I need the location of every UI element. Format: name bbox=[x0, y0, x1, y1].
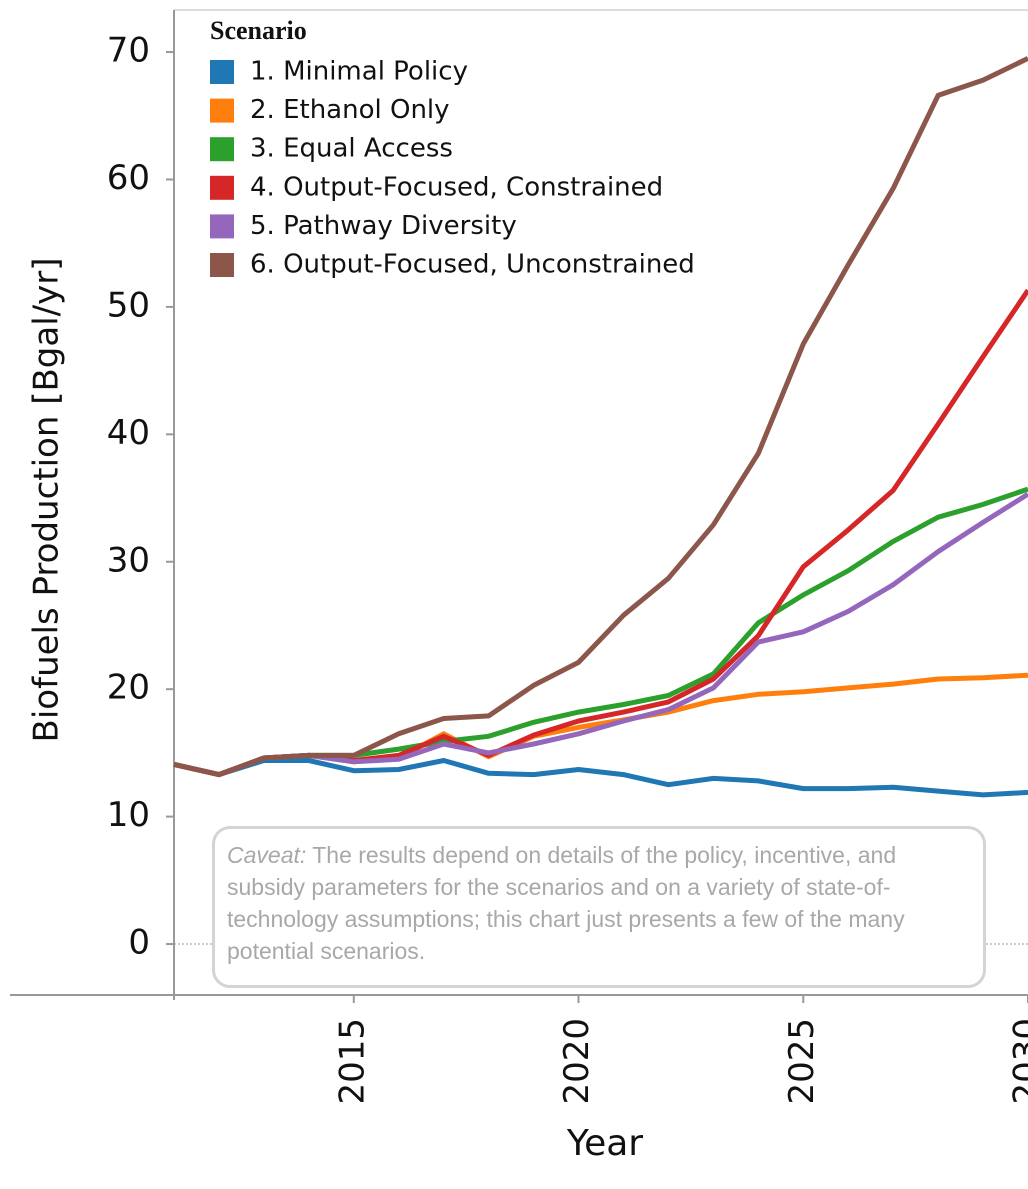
caveat-label: Caveat: bbox=[227, 842, 307, 868]
caveat-text: The results depend on details of the pol… bbox=[227, 842, 905, 964]
y-tick-label: 40 bbox=[107, 413, 150, 453]
y-tick-label: 10 bbox=[107, 795, 150, 835]
y-axis-label: Biofuels Production [Bgal/yr] bbox=[27, 258, 67, 743]
y-tick-label: 70 bbox=[107, 31, 150, 71]
x-tick-label: 2030 bbox=[1007, 1018, 1028, 1105]
x-axis-label: Year bbox=[566, 1123, 643, 1164]
legend-swatch bbox=[210, 60, 234, 84]
legend-label: 6. Output-Focused, Unconstrained bbox=[250, 250, 695, 280]
x-tick-label: 2025 bbox=[782, 1018, 822, 1105]
legend-label: 2. Ethanol Only bbox=[250, 95, 450, 125]
legend-swatch bbox=[210, 98, 234, 123]
y-tick-label: 30 bbox=[107, 540, 150, 580]
x-tick-label: 2020 bbox=[557, 1018, 597, 1105]
legend-swatch bbox=[210, 175, 234, 200]
legend-label: 4. Output-Focused, Constrained bbox=[250, 172, 663, 202]
x-tick-label: 2015 bbox=[332, 1018, 372, 1105]
series-line bbox=[173, 486, 1028, 778]
legend-swatch bbox=[210, 137, 234, 162]
y-tick-label: 20 bbox=[107, 668, 150, 708]
series-line bbox=[173, 56, 1028, 778]
caveat-box: Caveat: The results depend on details of… bbox=[212, 826, 986, 988]
series-line bbox=[173, 758, 1028, 798]
legend-label: 5. Pathway Diversity bbox=[250, 211, 517, 241]
y-tick-label: 50 bbox=[107, 285, 150, 325]
legend-title: Scenario bbox=[210, 16, 307, 45]
y-tick-label: 0 bbox=[128, 923, 150, 963]
legend-swatch bbox=[210, 214, 234, 239]
series-line bbox=[173, 288, 1028, 778]
legend-label: 3. Equal Access bbox=[250, 134, 453, 164]
legend-label: 1. Minimal Policy bbox=[250, 57, 468, 87]
y-tick-label: 60 bbox=[107, 158, 150, 198]
legend-swatch bbox=[210, 253, 234, 277]
